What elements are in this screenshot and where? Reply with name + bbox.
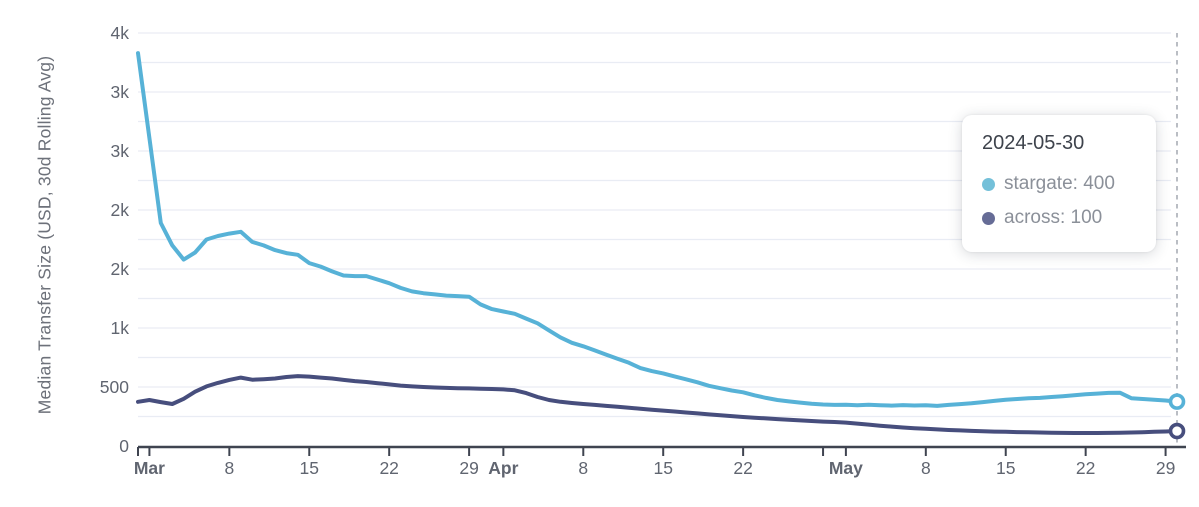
x-tick-label: 15	[996, 458, 1015, 478]
x-tick-label: 29	[1156, 458, 1175, 478]
y-tick-label: 1k	[111, 318, 130, 338]
tooltip-across-text: across: 100	[1004, 207, 1103, 228]
x-tick-label: 22	[1076, 458, 1095, 478]
x-tick-label: 15	[300, 458, 319, 478]
y-tick-label: 3k	[111, 141, 130, 161]
x-tick-label: 8	[224, 458, 234, 478]
tooltip-row-across: across: 100	[982, 201, 1156, 235]
x-tick-label: 8	[921, 458, 931, 478]
x-tick-label: Mar	[134, 458, 165, 478]
y-tick-label: 0	[119, 436, 129, 456]
y-tick-label: 4k	[111, 23, 130, 43]
y-tick-label: 2k	[111, 200, 130, 220]
x-tick-label: 15	[653, 458, 672, 478]
series-line-across[interactable]	[136, 374, 1179, 435]
end-marker-stargate[interactable]	[1168, 393, 1186, 410]
x-tick-label: 22	[379, 458, 398, 478]
tooltip-date: 2024-05-30	[982, 132, 1085, 154]
x-tick-label: Apr	[488, 458, 518, 478]
series-line-stargate[interactable]	[136, 51, 1179, 408]
tooltip-stargate-text: stargate: 400	[1004, 173, 1115, 194]
stargate-series-dot-icon	[982, 177, 995, 191]
y-tick-label: 500	[100, 377, 129, 397]
x-tick-label: 29	[459, 458, 478, 478]
y-tick-label: 3k	[111, 82, 130, 102]
x-tick-label: 22	[733, 458, 752, 478]
tooltip-card: 2024-05-30 stargate: 400 across: 100	[962, 115, 1156, 252]
across-series-dot-icon	[982, 211, 995, 225]
end-marker-across[interactable]	[1168, 422, 1186, 440]
tooltip-row-stargate: stargate: 400	[982, 167, 1156, 201]
y-tick-label: 2k	[111, 259, 130, 279]
x-tick-label: 8	[578, 458, 588, 478]
x-tick-label: May	[829, 458, 863, 478]
